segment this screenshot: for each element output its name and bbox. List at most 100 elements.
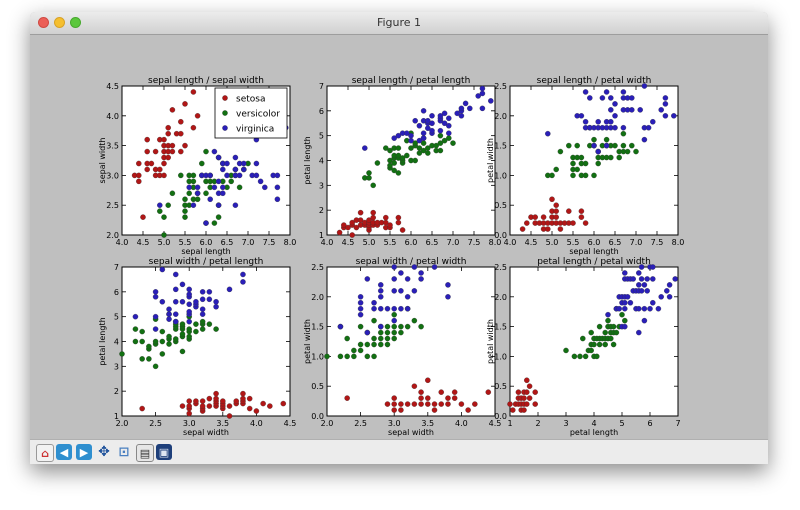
data-point-versicolor	[344, 353, 350, 360]
save-icon[interactable]: ▣	[156, 444, 172, 460]
y-tick-label: 7	[319, 82, 324, 91]
data-point-virginica	[624, 294, 631, 300]
data-point-virginica	[357, 311, 364, 318]
subplot-title: petal length / petal width	[537, 257, 651, 267]
x-axis-label: sepal width	[388, 428, 434, 437]
forward-icon[interactable]: ▶	[76, 444, 92, 460]
configure-icon[interactable]: ▤	[136, 444, 154, 462]
title-bar[interactable]: Figure 1	[30, 12, 768, 35]
data-point-versicolor	[391, 335, 397, 342]
x-tick-label: 7.0	[447, 238, 460, 247]
zoom-icon[interactable]: ⊡	[118, 444, 130, 460]
data-point-virginica	[220, 184, 226, 191]
back-icon[interactable]: ◀	[56, 444, 72, 460]
data-point-virginica	[446, 122, 452, 129]
data-point-versicolor	[371, 335, 377, 342]
data-point-setosa	[140, 214, 146, 220]
data-point-setosa	[213, 395, 219, 402]
pan-icon[interactable]: ✥	[98, 444, 110, 460]
close-window-icon[interactable]	[38, 17, 49, 28]
data-point-versicolor	[152, 338, 159, 345]
navigation-toolbar: ⌂ ◀ ▶ ✥ ⊡ ▤ ▣	[30, 439, 768, 464]
data-point-setosa	[553, 214, 559, 220]
x-axis-label: sepal width	[183, 428, 229, 437]
data-point-setosa	[398, 401, 404, 407]
data-point-versicolor	[159, 351, 166, 357]
x-tick-label: 5.0	[158, 238, 171, 247]
data-point-versicolor	[179, 348, 186, 355]
data-point-virginica	[582, 119, 589, 125]
data-point-virginica	[462, 100, 469, 107]
data-point-virginica	[595, 119, 601, 125]
minimize-window-icon[interactable]	[54, 17, 65, 28]
data-point-setosa	[578, 214, 585, 220]
y-tick-label: 5	[114, 313, 119, 322]
data-point-virginica	[395, 132, 402, 139]
data-point-setosa	[431, 407, 438, 413]
data-point-virginica	[636, 329, 642, 336]
data-point-virginica	[637, 107, 643, 113]
data-point-versicolor	[391, 323, 397, 330]
data-point-virginica	[608, 95, 614, 101]
data-point-versicolor	[619, 311, 625, 318]
data-point-setosa	[165, 154, 171, 161]
data-point-setosa	[510, 407, 516, 413]
x-tick-label: 4.5	[284, 419, 297, 428]
data-point-setosa	[445, 401, 451, 407]
data-point-versicolor	[596, 341, 603, 348]
data-point-virginica	[362, 145, 368, 151]
data-point-virginica	[378, 282, 384, 288]
data-point-versicolor	[199, 160, 205, 167]
data-point-setosa	[226, 413, 233, 419]
data-point-versicolor	[566, 142, 572, 149]
y-axis-label: petal length	[303, 136, 312, 184]
y-tick-label: 1.5	[311, 323, 324, 332]
data-point-versicolor	[179, 321, 186, 327]
data-point-virginica	[404, 294, 411, 300]
data-point-virginica	[411, 288, 418, 294]
data-point-setosa	[425, 401, 431, 407]
data-point-virginica	[274, 172, 281, 179]
x-tick-label: 4.5	[525, 238, 538, 247]
data-point-setosa	[472, 401, 478, 407]
data-point-setosa	[240, 390, 246, 397]
data-point-virginica	[199, 311, 206, 317]
data-point-virginica	[391, 135, 397, 141]
data-point-setosa	[399, 227, 406, 233]
subplot-3: 4.0 4.5 5.0 5.5 6.0 6.5 7.0 7.5 8.00.00.51.01.52…	[486, 76, 684, 256]
data-point-virginica	[662, 101, 669, 107]
data-point-versicolor	[351, 347, 357, 354]
data-point-virginica	[179, 299, 186, 305]
legend-label: versicolor	[236, 110, 280, 120]
data-point-versicolor	[603, 136, 610, 143]
y-tick-label: 3.5	[106, 142, 119, 151]
y-tick-label: 0.5	[311, 382, 324, 391]
data-point-versicolor	[416, 145, 423, 151]
data-point-versicolor	[357, 347, 364, 354]
data-point-virginica	[488, 98, 494, 104]
zoom-window-icon[interactable]	[70, 17, 81, 28]
data-point-virginica	[220, 190, 226, 197]
home-icon[interactable]: ⌂	[36, 444, 54, 462]
data-point-versicolor	[193, 328, 199, 335]
data-point-setosa	[190, 124, 197, 131]
data-point-virginica	[479, 90, 486, 97]
data-point-setosa	[391, 407, 397, 413]
y-tick-label: 3.0	[106, 171, 119, 180]
x-tick-label: 7.0	[242, 238, 255, 247]
data-point-versicolor	[557, 148, 564, 155]
data-point-versicolor	[182, 208, 188, 214]
data-point-virginica	[262, 184, 268, 191]
data-point-setosa	[391, 395, 397, 401]
x-tick-label: 5.0	[546, 238, 559, 247]
y-tick-label: 2.0	[311, 293, 324, 302]
data-point-versicolor	[622, 317, 628, 324]
data-point-versicolor	[610, 323, 617, 330]
data-point-virginica	[357, 300, 364, 306]
data-point-setosa	[161, 160, 167, 167]
data-point-versicolor	[199, 326, 206, 332]
data-point-setosa	[169, 148, 176, 155]
y-tick-label: 2.0	[494, 112, 507, 121]
x-tick-label: 6.5	[221, 238, 234, 247]
data-point-setosa	[524, 389, 530, 395]
